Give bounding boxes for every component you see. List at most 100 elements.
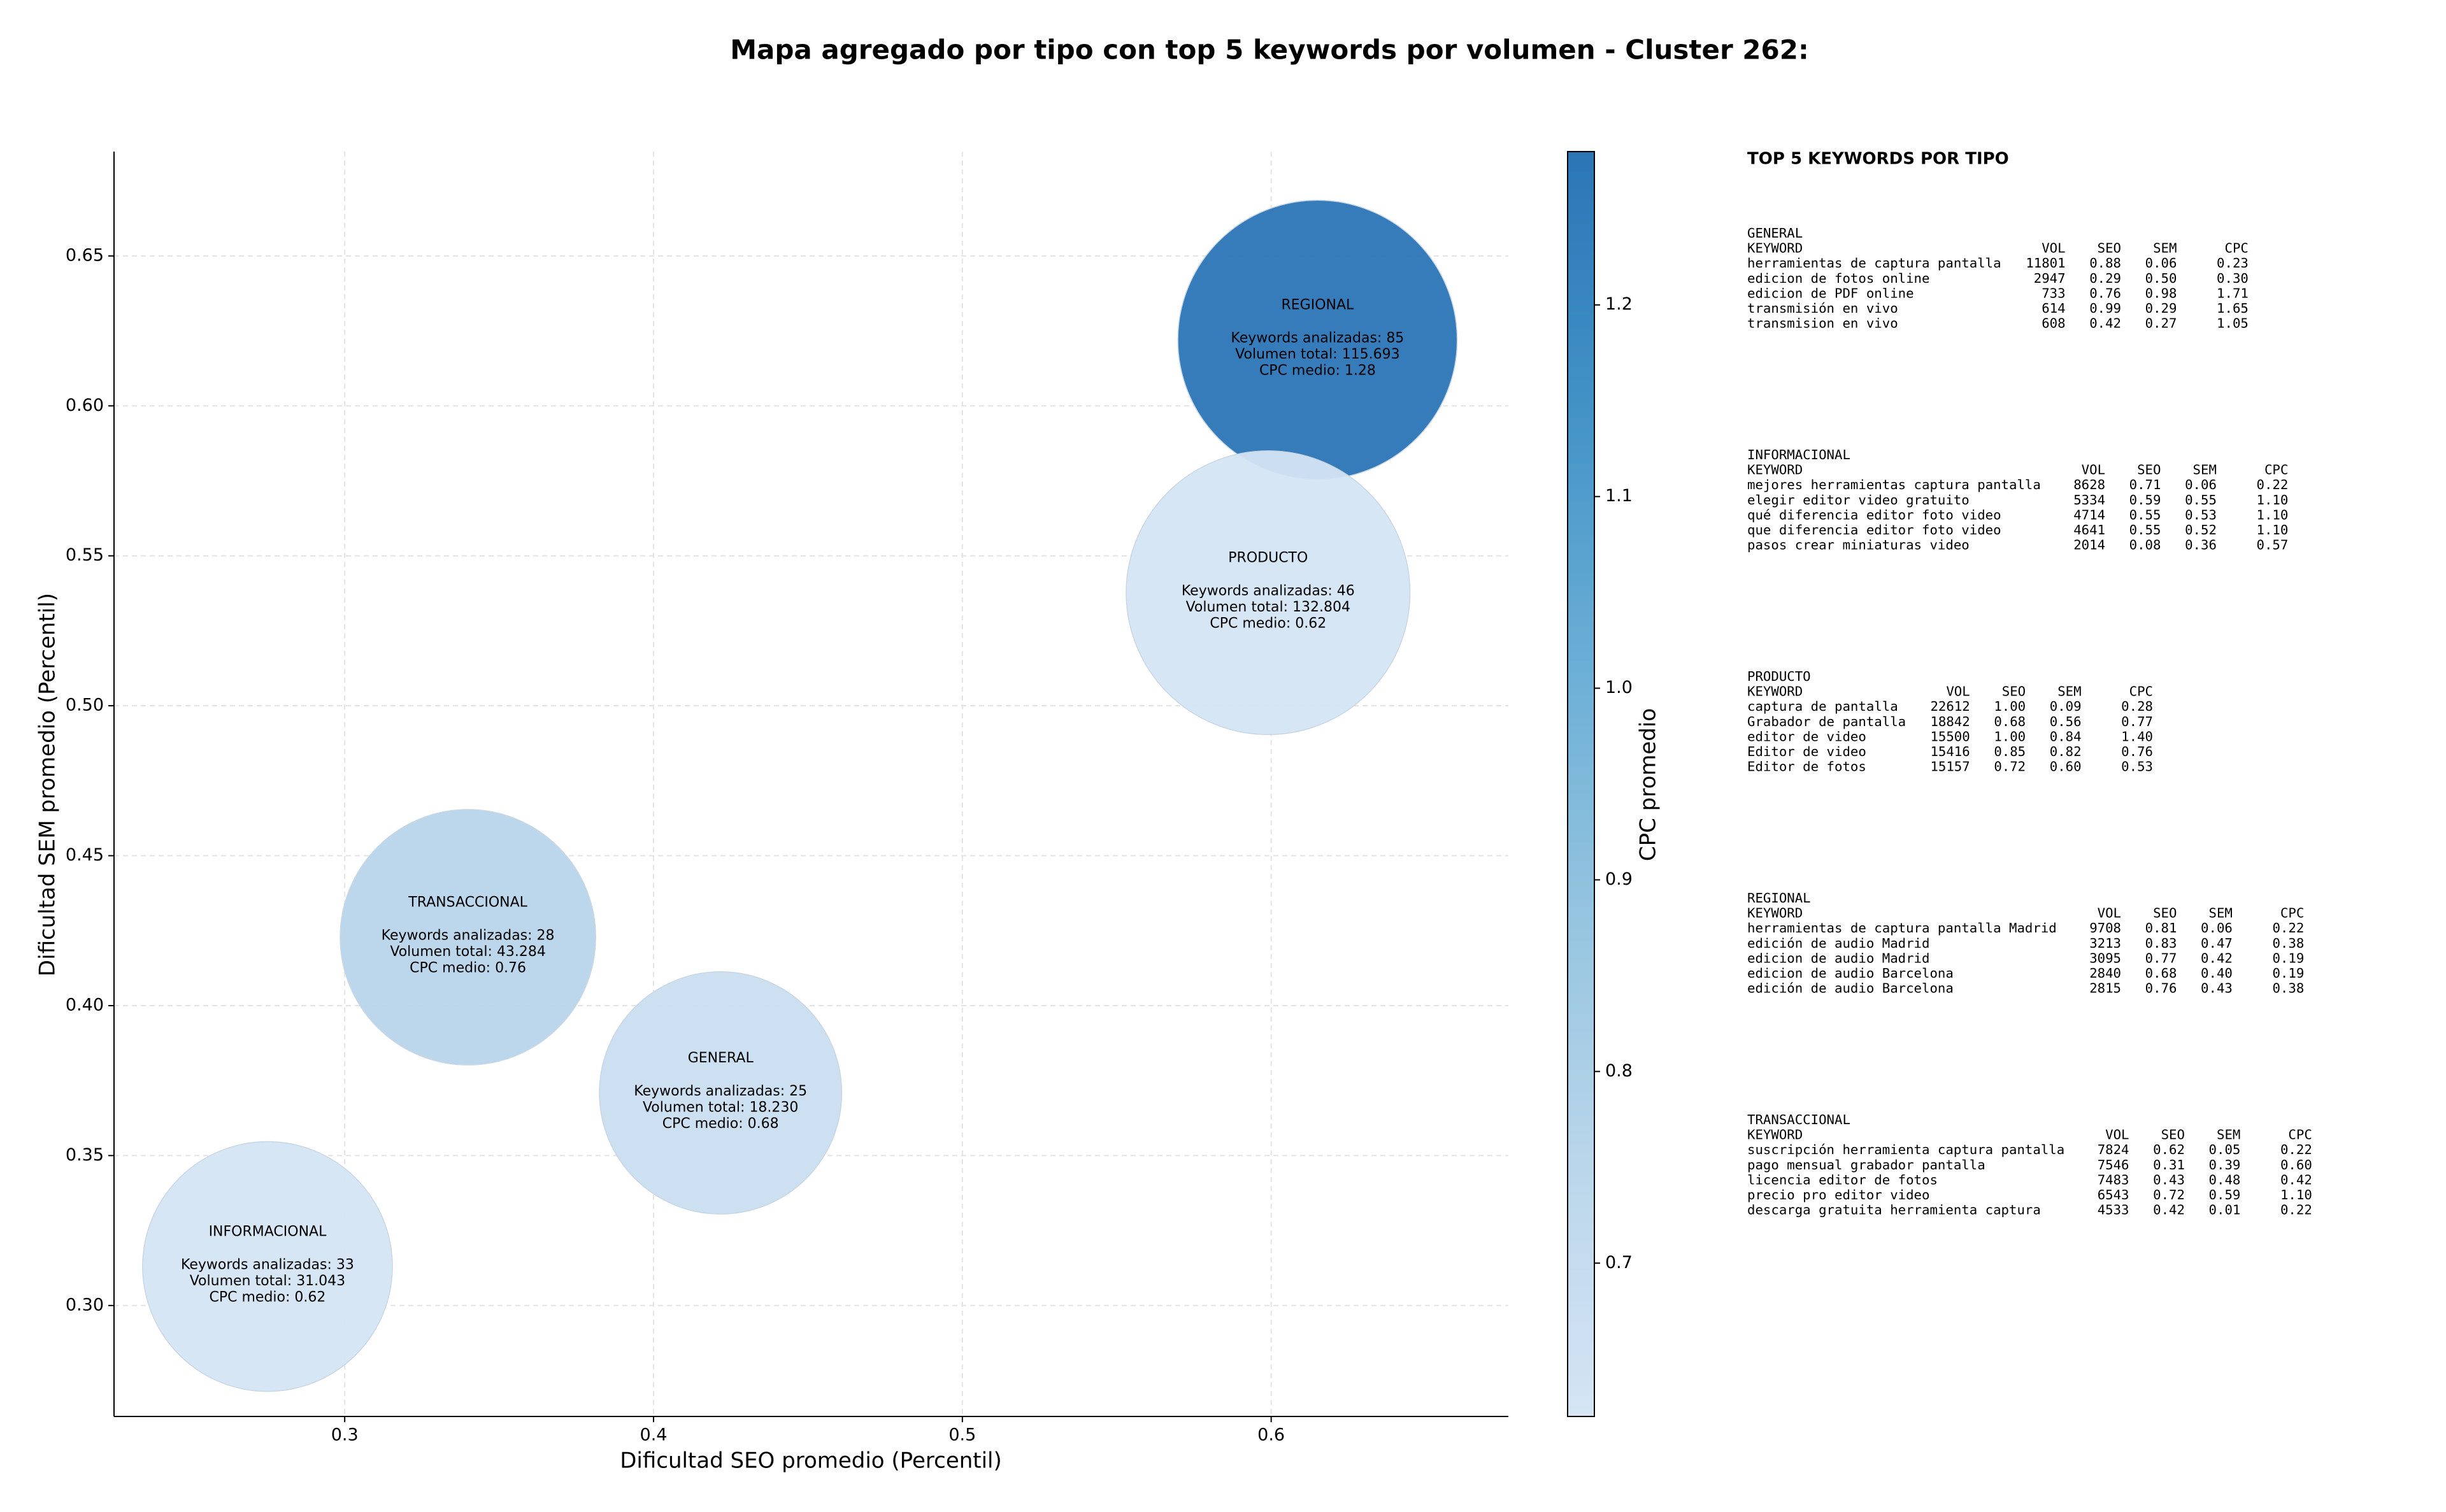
table-cell: 0.05 [2209, 1142, 2241, 1157]
table-cell: 0.08 [2129, 538, 2161, 553]
table-cell: 0.84 [2050, 729, 2082, 744]
table-cell: 2815 [2089, 981, 2121, 996]
x-axis-label: Dificultad SEO promedio (Percentil) [620, 1448, 1002, 1474]
table-cell: 4714 [2073, 507, 2105, 522]
table-cell: que diferencia editor foto video [1747, 522, 2001, 538]
table-header: SEO [2002, 684, 2026, 699]
table-cell: 0.22 [2280, 1142, 2312, 1157]
table-header: CPC [2288, 1127, 2312, 1143]
colorbar [1567, 151, 1595, 1417]
colorbar-tick-label: 0.8 [1605, 1061, 1633, 1081]
bubble-annotation: Volumen total: 31.043 [190, 1273, 345, 1289]
table-cell: transmisión en vivo [1747, 301, 1898, 316]
table-cell: 0.06 [2185, 477, 2217, 492]
bubble-name: PRODUCTO [1228, 550, 1308, 566]
table-cell: 0.55 [2185, 492, 2217, 508]
table-header: KEYWORD [1747, 241, 1803, 256]
table-cell: 0.98 [2145, 285, 2177, 301]
x-tick-label: 0.3 [331, 1425, 359, 1445]
table-header: KEYWORD [1747, 906, 1803, 921]
table-cell: 7824 [2098, 1142, 2129, 1157]
table-header: CPC [2129, 684, 2153, 699]
table-cell: elegir editor video gratuito [1747, 492, 1970, 508]
bubble-name: TRANSACCIONAL [408, 895, 527, 911]
table-header: VOL [2098, 906, 2121, 921]
table-cell: 3095 [2089, 950, 2121, 966]
table-cell: 0.48 [2209, 1172, 2241, 1187]
table-cell: 1.05 [2217, 316, 2249, 331]
table-cell: 0.40 [2201, 966, 2233, 981]
table-cell: 733 [2042, 285, 2065, 301]
table-cell: 0.01 [2209, 1202, 2241, 1218]
table-header: CPC [2224, 241, 2248, 256]
table-cell: 2014 [2073, 538, 2105, 553]
table-header: CPC [2280, 906, 2304, 921]
table-cell: 4533 [2098, 1202, 2129, 1218]
table-cell: 0.99 [2089, 301, 2121, 316]
table-cell: 0.68 [1994, 714, 2026, 729]
table-cell: 0.77 [2121, 714, 2153, 729]
table-cell: editor de video [1747, 729, 1866, 744]
y-axis-label: Dificultad SEM promedio (Percentil) [35, 593, 61, 976]
table-cell: 0.47 [2201, 936, 2233, 951]
table-cell: 1.65 [2217, 301, 2249, 316]
table-cell: 15416 [1930, 744, 1970, 759]
table-cell: 0.42 [2280, 1172, 2312, 1187]
table-header: SEM [2193, 462, 2217, 478]
table-cell: 0.38 [2272, 936, 2304, 951]
table-cell: edicion de audio Madrid [1747, 950, 1929, 966]
table-cell: 0.76 [2121, 744, 2153, 759]
bubble [142, 1141, 393, 1392]
table-cell: descarga gratuita herramienta captura [1747, 1202, 2041, 1218]
bubble-annotation: CPC medio: 0.76 [410, 960, 526, 976]
table-cell: 1.10 [2256, 507, 2288, 522]
bubble-annotation: CPC medio: 0.68 [662, 1116, 779, 1132]
y-tick-label: 0.65 [66, 245, 104, 265]
group-name: TRANSACCIONAL [1747, 1112, 1850, 1127]
table-cell: 0.31 [2153, 1157, 2185, 1173]
table-cell: suscripción herramienta captura pantalla [1747, 1142, 2064, 1157]
group-name: INFORMACIONAL [1747, 447, 1850, 462]
table-cell: edicion de PDF online [1747, 285, 1914, 301]
table-header: SEM [2217, 1127, 2240, 1143]
table-cell: herramientas de captura pantalla [1747, 255, 2001, 271]
bubble-annotation: Volumen total: 115.693 [1235, 346, 1399, 362]
bubble-annotation: Keywords analizadas: 46 [1182, 583, 1355, 599]
chart-title: Mapa agregado por tipo con top 5 keyword… [730, 34, 1809, 66]
table-cell: 1.71 [2217, 285, 2249, 301]
table-cell: 0.55 [2129, 507, 2161, 522]
table-cell: 0.30 [2217, 271, 2249, 286]
table-cell: 0.06 [2145, 255, 2177, 271]
table-cell: 0.82 [2050, 744, 2082, 759]
table-cell: 0.57 [2256, 538, 2288, 553]
table-cell: 6543 [2098, 1187, 2129, 1202]
table-cell: 608 [2042, 316, 2065, 331]
table-cell: 0.29 [2089, 271, 2121, 286]
table-cell: 0.71 [2129, 477, 2161, 492]
bubble-annotation: CPC medio: 0.62 [210, 1290, 326, 1306]
table-cell: 0.39 [2209, 1157, 2241, 1173]
bubble-name: INFORMACIONAL [209, 1224, 327, 1240]
table-cell: 0.55 [2129, 522, 2161, 538]
colorbar-label: CPC promedio [1636, 708, 1661, 861]
colorbar-tick-label: 0.7 [1605, 1253, 1633, 1273]
table-cell: 7546 [2098, 1157, 2129, 1173]
table-cell: 0.60 [2280, 1157, 2312, 1173]
table-cell: 0.68 [2145, 966, 2177, 981]
x-tick-label: 0.5 [948, 1425, 976, 1445]
table-cell: 0.06 [2201, 920, 2233, 936]
table-cell: 1.00 [1994, 699, 2026, 714]
table-cell: 0.59 [2129, 492, 2161, 508]
table-cell: 0.22 [2280, 1202, 2312, 1218]
table-cell: 0.38 [2272, 981, 2304, 996]
table-header: SEO [2098, 241, 2121, 256]
table-cell: 0.56 [2050, 714, 2082, 729]
table-cell: 4641 [2073, 522, 2105, 538]
table-cell: edicion de audio Barcelona [1747, 966, 1954, 981]
group-name: GENERAL [1747, 225, 1803, 241]
table-cell: 0.72 [1994, 759, 2026, 774]
table-cell: 22612 [1930, 699, 1970, 714]
table-cell: 0.81 [2145, 920, 2177, 936]
table-cell: 0.23 [2217, 255, 2249, 271]
